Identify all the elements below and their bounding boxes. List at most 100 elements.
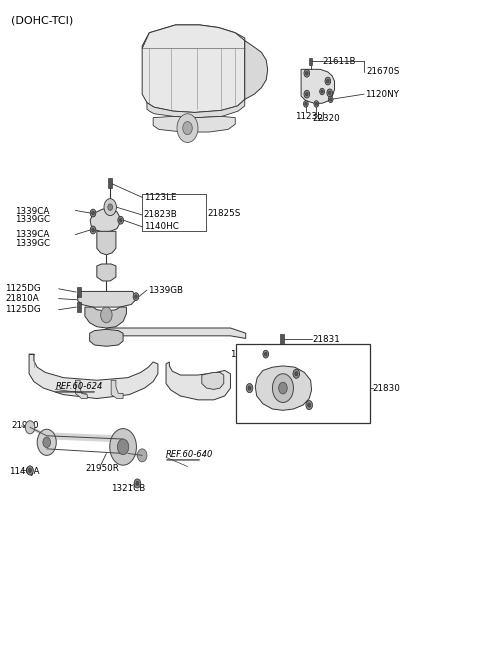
Circle shape [321,90,323,93]
Circle shape [101,307,112,323]
Circle shape [104,199,116,216]
Circle shape [325,77,331,85]
Circle shape [314,100,319,107]
Circle shape [330,98,332,101]
Circle shape [306,72,308,75]
Circle shape [320,89,324,95]
Circle shape [92,228,94,232]
Polygon shape [166,362,230,400]
Bar [236,344,370,422]
Text: 21810A: 21810A [5,294,39,303]
Text: 21825S: 21825S [207,209,241,218]
Circle shape [304,70,310,77]
Text: 1124AA: 1124AA [230,350,264,359]
Text: REF.60-640: REF.60-640 [166,450,214,459]
Polygon shape [29,354,158,399]
Text: 1339CA: 1339CA [15,207,49,216]
Text: REF.60-624: REF.60-624 [55,382,103,391]
Circle shape [293,369,300,379]
Polygon shape [255,366,312,410]
Text: 1140JA: 1140JA [9,467,39,476]
Circle shape [92,211,94,215]
Text: 21920: 21920 [11,422,38,430]
Circle shape [133,293,139,300]
Circle shape [326,79,329,83]
Circle shape [303,100,308,107]
Text: 1125DG: 1125DG [5,305,41,314]
Circle shape [136,482,139,485]
Text: 21611B: 21611B [322,57,356,66]
Circle shape [134,479,141,488]
Text: 21830: 21830 [372,384,400,392]
Polygon shape [245,41,268,99]
Polygon shape [202,373,224,390]
Polygon shape [97,264,116,281]
Circle shape [305,102,307,106]
Circle shape [246,384,253,393]
Bar [77,302,81,312]
Circle shape [37,429,56,455]
Text: 21821E: 21821E [236,390,269,399]
Text: 1321CB: 1321CB [111,483,145,493]
Polygon shape [142,25,245,112]
Text: 1339CA: 1339CA [15,230,49,239]
Circle shape [304,91,310,98]
Text: 21670S: 21670S [366,68,399,77]
Circle shape [327,89,333,96]
Circle shape [110,428,136,465]
Polygon shape [97,232,116,255]
Circle shape [264,352,267,356]
Text: 62322: 62322 [282,359,310,369]
Polygon shape [85,307,126,328]
Text: 1140HC: 1140HC [144,222,179,232]
Circle shape [137,449,147,462]
Polygon shape [153,116,235,132]
Text: 1339GB: 1339GB [148,285,183,295]
Circle shape [90,226,96,234]
Circle shape [108,204,113,211]
Polygon shape [78,291,135,307]
Polygon shape [90,329,123,346]
Bar [77,287,81,297]
Circle shape [279,382,287,394]
Circle shape [118,216,123,224]
Circle shape [177,113,198,142]
Text: 1123LE: 1123LE [144,193,176,202]
Circle shape [183,121,192,134]
Circle shape [25,420,35,434]
Circle shape [328,91,331,94]
Text: 1123LJ: 1123LJ [295,112,324,121]
Text: 21823B: 21823B [144,211,177,220]
Circle shape [306,401,312,409]
Polygon shape [75,380,87,399]
Text: (DOHC-TCI): (DOHC-TCI) [11,16,73,26]
Polygon shape [142,25,245,49]
Circle shape [43,437,50,447]
Circle shape [135,295,137,298]
Bar [280,335,284,344]
Text: 1339GA: 1339GA [301,410,336,419]
Circle shape [117,439,129,455]
Circle shape [273,374,293,403]
Text: 1339GC: 1339GC [15,239,50,247]
Polygon shape [147,99,245,117]
Polygon shape [90,209,120,232]
Bar [309,58,312,66]
Polygon shape [107,328,246,338]
Circle shape [28,468,32,472]
Text: 1125DG: 1125DG [5,283,41,293]
Bar [108,178,112,188]
Text: 22320: 22320 [312,114,340,123]
Circle shape [248,386,251,390]
Polygon shape [301,70,335,103]
Text: 1120NY: 1120NY [365,90,399,98]
Circle shape [306,92,308,96]
Circle shape [90,209,96,217]
Text: 21950R: 21950R [85,464,119,473]
Circle shape [263,350,269,358]
Circle shape [120,218,122,222]
Circle shape [295,372,298,376]
Circle shape [27,466,34,475]
Circle shape [315,102,317,106]
Polygon shape [111,380,123,399]
